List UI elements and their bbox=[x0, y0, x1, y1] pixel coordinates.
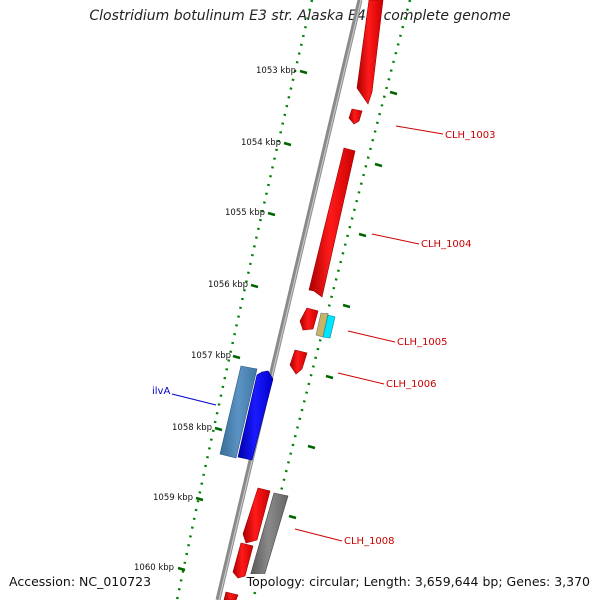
genome-backbone bbox=[215, 0, 363, 600]
inner-tick-track bbox=[175, 0, 314, 600]
leader-line bbox=[171, 393, 217, 406]
label-leaders bbox=[171, 125, 444, 542]
gene-label[interactable]: CLH_1008 bbox=[344, 536, 395, 547]
cds-feature[interactable] bbox=[356, 0, 384, 105]
cds-feature[interactable] bbox=[232, 542, 254, 579]
cds-feature[interactable] bbox=[299, 307, 319, 331]
ruler-tick bbox=[250, 283, 259, 289]
gene-label[interactable]: ilvA bbox=[152, 386, 170, 397]
leader-line bbox=[337, 372, 385, 385]
ruler-label: 1056 kbp bbox=[208, 280, 248, 290]
gene-label[interactable]: CLH_1004 bbox=[421, 239, 472, 250]
cds-feature[interactable] bbox=[237, 370, 274, 461]
outer-tick bbox=[374, 162, 383, 168]
leader-line bbox=[371, 233, 420, 245]
cds-feature[interactable] bbox=[242, 487, 271, 544]
outer-tick bbox=[389, 90, 398, 96]
cds-feature[interactable] bbox=[223, 591, 239, 600]
cds-feature[interactable] bbox=[289, 349, 308, 375]
cds-feature[interactable] bbox=[322, 314, 336, 339]
leader-line bbox=[347, 330, 396, 343]
gene-features bbox=[219, 0, 384, 600]
outer-tick bbox=[342, 303, 351, 309]
ruler-tick bbox=[299, 69, 308, 75]
ruler-labels: 1053 kbp 1054 kbp 1055 kbp 1056 kbp 1057… bbox=[134, 66, 296, 573]
outer-tick bbox=[288, 514, 297, 520]
map-title: Clostridium botulinum E3 str. Alaska E43… bbox=[89, 8, 511, 24]
gene-label[interactable]: CLH_1005 bbox=[397, 337, 448, 348]
ruler-tick bbox=[177, 566, 186, 572]
leader-line bbox=[395, 125, 444, 135]
cds-feature[interactable] bbox=[219, 365, 258, 459]
outer-tick bbox=[325, 374, 334, 380]
gene-label[interactable]: CLH_1003 bbox=[445, 130, 496, 141]
cds-feature[interactable] bbox=[348, 108, 363, 125]
ruler-label: 1054 kbp bbox=[241, 138, 281, 148]
ruler-label: 1055 kbp bbox=[225, 208, 265, 218]
ruler-ticks bbox=[177, 69, 398, 572]
ruler-tick bbox=[283, 141, 292, 147]
cds-feature[interactable] bbox=[308, 147, 356, 298]
ruler-tick bbox=[232, 354, 241, 360]
ruler-tick bbox=[214, 426, 223, 432]
gene-label[interactable]: CLH_1006 bbox=[386, 379, 437, 390]
outer-tick bbox=[307, 444, 316, 450]
ruler-label: 1057 kbp bbox=[191, 351, 231, 361]
outer-tick bbox=[358, 232, 367, 238]
leader-line bbox=[294, 528, 343, 542]
ruler-label: 1053 kbp bbox=[256, 66, 296, 76]
ruler-tick bbox=[195, 496, 204, 502]
ruler-tick bbox=[267, 211, 276, 217]
ruler-label: 1058 kbp bbox=[172, 423, 212, 433]
accession-text: Accession: NC_010723 bbox=[9, 574, 152, 589]
ruler-label: 1060 kbp bbox=[134, 563, 174, 573]
genome-backbone-highlight bbox=[218, 0, 362, 600]
topology-text: Topology: circular; Length: 3,659,644 bp… bbox=[246, 574, 590, 589]
gene-labels: CLH_1003 CLH_1004 CLH_1005 CLH_1006 ilvA… bbox=[152, 130, 496, 547]
ruler-label: 1059 kbp bbox=[153, 493, 193, 503]
